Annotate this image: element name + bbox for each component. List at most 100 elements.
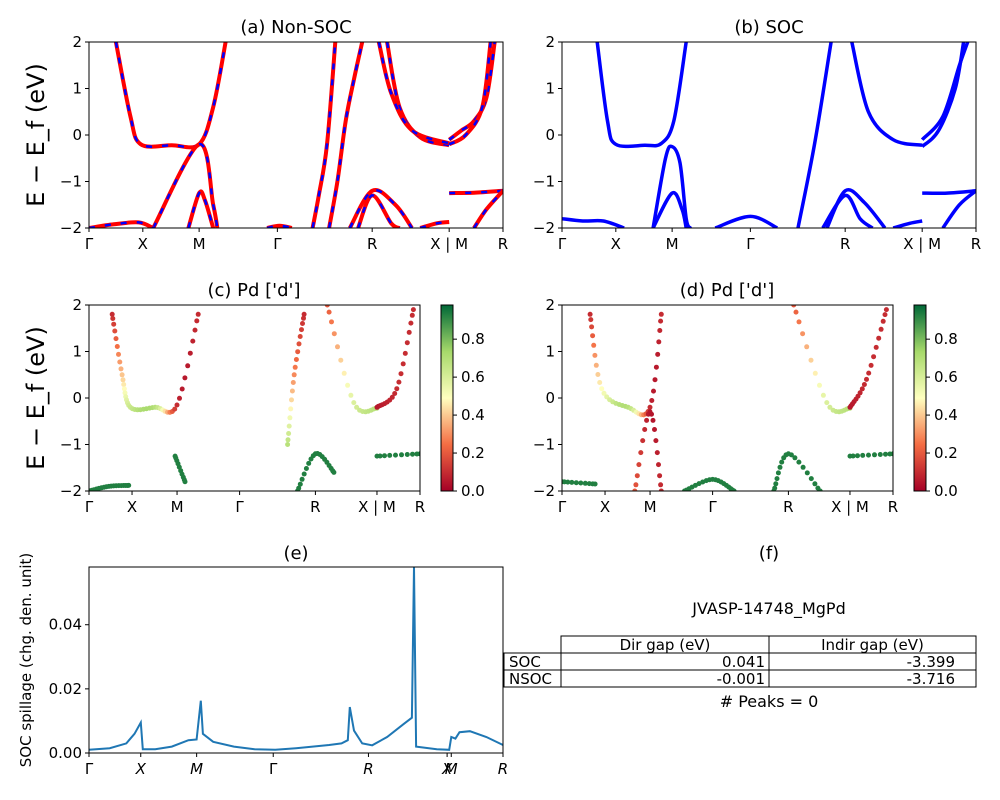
band-point-6-15	[878, 326, 884, 332]
band-point-4-2	[297, 481, 303, 487]
band-point-7-4	[866, 452, 871, 458]
band-point-4-13	[800, 464, 806, 470]
band-point-7-1	[377, 453, 383, 459]
band-point-4-10	[788, 452, 794, 458]
y-tick-label: −1	[60, 436, 82, 454]
table-row-label: NSOC	[509, 670, 552, 688]
band-point-5-1	[793, 309, 799, 315]
band-point-6-17	[409, 312, 415, 318]
band-point-0-10	[601, 390, 607, 396]
band-point-4-16	[812, 481, 818, 487]
band-point-6-7	[859, 386, 865, 392]
band-point-5-6	[812, 370, 818, 376]
x-tick-label: X | M	[358, 498, 396, 516]
band-line-dash-6	[311, 42, 337, 228]
band-line-12	[447, 42, 497, 142]
x-tick-label: M	[644, 498, 657, 516]
y-tick-label: 0.00	[49, 744, 82, 762]
band-line-3	[186, 189, 216, 228]
band-point-4-1	[772, 485, 778, 491]
panel-e-frame	[88, 566, 504, 754]
band-point-3-1	[285, 437, 291, 443]
y-tick-label: 0	[545, 126, 555, 144]
band-point-6-11	[398, 371, 404, 377]
x-tick-label: M	[190, 760, 203, 778]
band-point-6-17	[882, 312, 888, 318]
y-tick-label: −1	[533, 173, 555, 191]
band-line-4	[714, 214, 779, 228]
band-point-6-13	[873, 344, 879, 350]
x-tick-label: X	[441, 760, 453, 778]
band-point-0-29	[651, 388, 656, 394]
band-point-6-9	[864, 376, 869, 382]
band-point-3-13	[296, 341, 302, 347]
band-point-0-31	[653, 364, 659, 370]
band-point-3-12	[295, 349, 301, 355]
band-point-3-15	[299, 327, 304, 333]
band-line-9	[892, 219, 923, 228]
band-point-0-35	[172, 406, 178, 412]
band-point-5-9	[351, 400, 357, 406]
band-point-2-0	[632, 488, 638, 491]
band-point-0-3	[590, 333, 596, 339]
band-point-6-12	[871, 354, 877, 360]
x-tick-label: X	[600, 498, 610, 516]
panel-a-lines	[89, 42, 503, 228]
band-point-6-10	[396, 379, 402, 385]
band-point-2-10	[649, 411, 654, 417]
band-point-0-27	[647, 404, 653, 410]
band-point-0-41	[187, 350, 193, 356]
band-point-7-9	[417, 451, 420, 457]
band-point-5-3	[800, 331, 806, 337]
y-tick-label: 2	[72, 296, 82, 314]
panel-b-lines	[562, 42, 976, 228]
table-cell-indir: -3.399	[907, 653, 955, 671]
band-point-0-40	[185, 363, 191, 369]
band-point-5-5	[338, 357, 344, 363]
band-point-6-8	[392, 391, 398, 396]
x-tick-label: X	[135, 760, 147, 778]
band-line-13	[941, 189, 976, 228]
band-point-5-2	[796, 319, 802, 325]
band-point-7-7	[410, 451, 415, 457]
x-tick-label: R	[783, 498, 793, 516]
band-point-1-5	[578, 480, 584, 486]
band-point-5-3	[331, 331, 337, 337]
y-tick-label: 1	[72, 343, 82, 361]
band-line-11	[920, 42, 966, 148]
band-point-4-15	[808, 476, 814, 482]
x-tick-label: X | M	[903, 235, 941, 253]
x-tick-label: X | M	[430, 235, 468, 253]
band-point-6-18	[410, 307, 416, 313]
band-point-1-2	[565, 479, 571, 485]
band-line-0	[595, 42, 688, 149]
y-tick-label: 1	[545, 80, 555, 98]
colorbar-tick-label: 0.4	[461, 406, 485, 424]
colorbar-tick-label: 0.2	[934, 444, 958, 462]
band-point-0-2	[589, 324, 595, 330]
band-point-0-35	[658, 318, 664, 324]
band-point-1-9	[592, 481, 598, 487]
band-line-0	[113, 42, 228, 150]
band-point-4-18	[331, 469, 337, 475]
band-point-2-4	[638, 450, 644, 456]
x-tick-label: M	[171, 498, 184, 516]
y-tick-label: 2	[545, 33, 555, 51]
band-point-2-1	[633, 482, 639, 488]
band-line-dash-14	[449, 189, 503, 195]
panel-c: 210−1−2Γ X M Γ R X | M R0.80.60.40.20.0	[60, 296, 485, 516]
band-line-6	[310, 42, 338, 228]
band-point-6-13	[402, 350, 408, 356]
band-point-5-8	[820, 392, 826, 398]
colorbar-tick-label: 0.0	[934, 482, 958, 500]
panel-f: Dir gap (eV) Indir gap (eV) SOC 0.041 -3.399…	[503, 635, 977, 688]
band-point-0-8	[597, 380, 603, 385]
x-tick-label: R	[498, 760, 508, 778]
band-point-4-14	[804, 470, 810, 476]
y-tick-label: 0	[72, 126, 82, 144]
panel-f-title: (f)	[759, 543, 779, 564]
band-point-3-5	[288, 406, 294, 412]
band-point-3-16	[300, 321, 305, 326]
band-ylabel-middle: E − E_f (eV)	[22, 326, 50, 470]
x-tick-label: Γ	[85, 235, 94, 253]
